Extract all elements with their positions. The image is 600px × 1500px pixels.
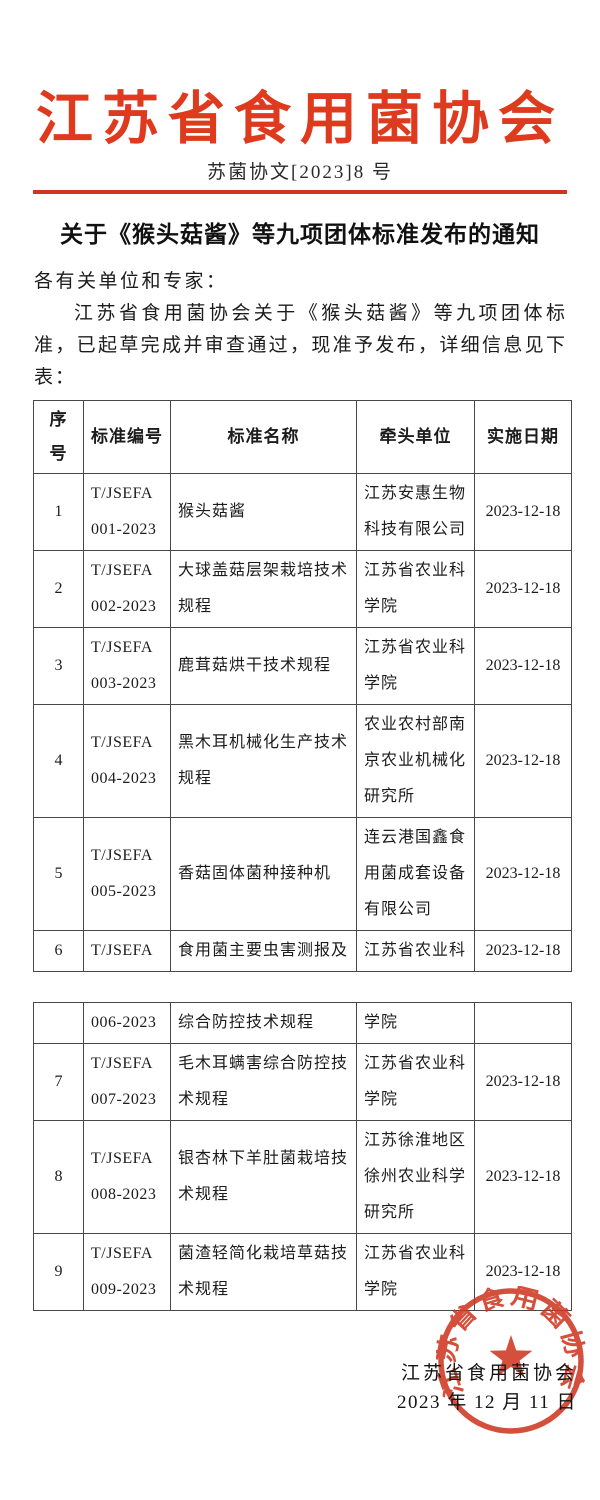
cell-standard-name: 综合防控技术规程 bbox=[170, 1002, 357, 1044]
table-row: 4 T/JSEFA 004-2023 黑木耳机械化生产技术 规程 农业农村部南 京农业… bbox=[33, 704, 572, 818]
cell-standard-number: T/JSEFA 003-2023 bbox=[83, 627, 171, 705]
table-row: 006-2023 综合防控技术规程 学院 bbox=[33, 1002, 572, 1044]
seal-ring bbox=[438, 1288, 584, 1434]
table-row: 9 T/JSEFA 009-2023 菌渣轻简化栽培草菇技 术规程 江苏省农业科 学院… bbox=[33, 1233, 572, 1311]
cell-standard-name: 黑木耳机械化生产技术 规程 bbox=[170, 704, 357, 818]
star-icon bbox=[489, 1335, 533, 1377]
cell-implementation-date: 2023-12-18 bbox=[474, 1043, 572, 1121]
table-row: 6 T/JSEFA 食用菌主要虫害测报及 江苏省农业科 2023-12-18 bbox=[33, 930, 572, 972]
signature-date: 2023 年 12 月 11 日 bbox=[396, 1392, 577, 1413]
cell-serial: 4 bbox=[33, 704, 84, 818]
cell-standard-number: T/JSEFA 005-2023 bbox=[83, 817, 171, 931]
column-header: 序号 bbox=[33, 400, 84, 474]
cell-implementation-date: 2023-12-18 bbox=[474, 817, 572, 931]
cell-standard-name: 毛木耳螨害综合防控技 术规程 bbox=[170, 1043, 357, 1121]
cell-implementation-date: 2023-12-18 bbox=[474, 550, 572, 628]
salutation-text: 各有关单位和专家： bbox=[34, 271, 228, 292]
cell-standard-name: 鹿茸菇烘干技术规程 bbox=[170, 627, 357, 705]
body-paragraph: 江苏省食用菌协会关于《猴头菇酱》等九项团体标准，已起草完成并审查通过，现准予发布… bbox=[34, 303, 567, 388]
cell-implementation-date: 2023-12-18 bbox=[474, 930, 572, 972]
cell-implementation-date: 2023-12-18 bbox=[474, 1233, 572, 1311]
column-header: 牵头单位 bbox=[356, 400, 475, 474]
cell-lead-unit: 农业农村部南 京农业机械化 研究所 bbox=[356, 704, 475, 818]
cell-serial: 2 bbox=[33, 550, 84, 628]
notice-title: 关于《猴头菇酱》等九项团体标准发布的通知 bbox=[60, 222, 540, 247]
cell-serial: 9 bbox=[33, 1233, 84, 1311]
table-row: 8 T/JSEFA 008-2023 银杏林下羊肚菌栽培技 术规程 江苏徐淮地区 徐州… bbox=[33, 1120, 572, 1234]
cell-serial: 7 bbox=[33, 1043, 84, 1121]
cell-implementation-date: 2023-12-18 bbox=[474, 1120, 572, 1234]
cell-standard-number: T/JSEFA bbox=[83, 930, 171, 972]
cell-standard-number: T/JSEFA 004-2023 bbox=[83, 704, 171, 818]
cell-lead-unit: 连云港国鑫食 用菌成套设备 有限公司 bbox=[356, 817, 475, 931]
cell-standard-number: T/JSEFA 007-2023 bbox=[83, 1043, 171, 1121]
cell-serial: 5 bbox=[33, 817, 84, 931]
cell-lead-unit: 学院 bbox=[356, 1002, 475, 1044]
cell-lead-unit: 江苏徐淮地区 徐州农业科学 研究所 bbox=[356, 1120, 475, 1234]
cell-standard-name: 香菇固体菌种接种机 bbox=[170, 817, 357, 931]
document-number: 苏菌协文[2023]8 号 bbox=[207, 162, 393, 183]
masthead-org-title: 江苏省食用菌协会 bbox=[36, 88, 564, 151]
cell-serial: 6 bbox=[33, 930, 84, 972]
cell-standard-number: 006-2023 bbox=[83, 1002, 171, 1044]
cell-serial: 1 bbox=[33, 473, 84, 551]
cell-standard-name: 银杏林下羊肚菌栽培技 术规程 bbox=[170, 1120, 357, 1234]
cell-implementation-date bbox=[474, 1002, 572, 1044]
table-header-row: 序号 标准编号 标准名称 牵头单位 实施日期 bbox=[33, 400, 572, 474]
cell-lead-unit: 江苏省农业科 学院 bbox=[356, 550, 475, 628]
cell-lead-unit: 江苏安惠生物 科技有限公司 bbox=[356, 473, 475, 551]
column-header: 标准编号 bbox=[83, 400, 171, 474]
table-row: 2 T/JSEFA 002-2023 大球盖菇层架栽培技术 规程 江苏省农业科 学院 2… bbox=[33, 550, 572, 628]
standards-table-part-2: 006-2023 综合防控技术规程 学院 7 T/JSEFA 007-2023 毛木耳螨害… bbox=[33, 1002, 572, 1311]
cell-implementation-date: 2023-12-18 bbox=[474, 704, 572, 818]
cell-standard-number: T/JSEFA 001-2023 bbox=[83, 473, 171, 551]
column-header: 实施日期 bbox=[474, 400, 572, 474]
cell-standard-name: 食用菌主要虫害测报及 bbox=[170, 930, 357, 972]
table-row: 3 T/JSEFA 003-2023 鹿茸菇烘干技术规程 江苏省农业科 学院 2023-… bbox=[33, 627, 572, 705]
cell-standard-number: T/JSEFA 002-2023 bbox=[83, 550, 171, 628]
official-seal: 江苏省食用菌协会 bbox=[436, 1286, 586, 1434]
cell-lead-unit: 江苏省农业科 bbox=[356, 930, 475, 972]
letterhead-divider bbox=[33, 190, 567, 194]
cell-standard-number: T/JSEFA 009-2023 bbox=[83, 1233, 171, 1311]
table-row: 1 T/JSEFA 001-2023 猴头菇酱 江苏安惠生物 科技有限公司 2023-1… bbox=[33, 473, 572, 551]
cell-implementation-date: 2023-12-18 bbox=[474, 473, 572, 551]
column-header: 标准名称 bbox=[170, 400, 357, 474]
cell-standard-number: T/JSEFA 008-2023 bbox=[83, 1120, 171, 1234]
cell-serial: 8 bbox=[33, 1120, 84, 1234]
cell-standard-name: 猴头菇酱 bbox=[170, 473, 357, 551]
cell-lead-unit: 江苏省农业科 学院 bbox=[356, 1043, 475, 1121]
cell-implementation-date: 2023-12-18 bbox=[474, 627, 572, 705]
signature-block: 江苏省食用菌协会 2023 年 12 月 11 日 bbox=[397, 1360, 577, 1417]
standards-table-part-1: 序号 标准编号 标准名称 牵头单位 实施日期 1 T/JSEFA 001-2023 猴头菇酱… bbox=[33, 400, 572, 972]
cell-serial bbox=[33, 1002, 84, 1044]
cell-standard-name: 大球盖菇层架栽培技术 规程 bbox=[170, 550, 357, 628]
table-row: 7 T/JSEFA 007-2023 毛木耳螨害综合防控技 术规程 江苏省农业科 学院… bbox=[33, 1043, 572, 1121]
cell-lead-unit: 江苏省农业科 学院 bbox=[356, 1233, 475, 1311]
signature-org-name: 江苏省食用菌协会 bbox=[400, 1363, 577, 1384]
cell-standard-name: 菌渣轻简化栽培草菇技 术规程 bbox=[170, 1233, 357, 1311]
table-row: 5 T/JSEFA 005-2023 香菇固体菌种接种机 连云港国鑫食 用菌成套设备 … bbox=[33, 817, 572, 931]
cell-serial: 3 bbox=[33, 627, 84, 705]
cell-lead-unit: 江苏省农业科 学院 bbox=[356, 627, 475, 705]
